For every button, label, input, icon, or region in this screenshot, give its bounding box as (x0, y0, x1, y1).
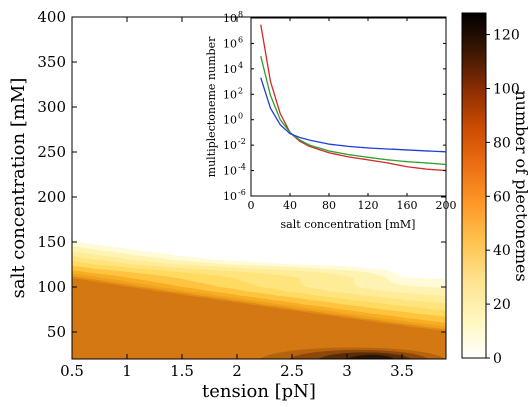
x-tick-label: 0.5 (60, 362, 84, 380)
inset-y-tick-exponent: 0 (238, 112, 243, 121)
colorbar-tick-label: 60 (493, 189, 511, 205)
x-tick-label: 3.5 (390, 362, 414, 380)
inset-y-tick-exponent: -4 (238, 163, 246, 172)
colorbar-tick-label: 80 (493, 135, 511, 151)
x-tick-label: 3 (342, 362, 352, 380)
inset-x-tick-label: 0 (248, 199, 255, 212)
inset-y-tick-label: 10 (223, 37, 237, 50)
colorbar-tick-label: 100 (493, 81, 520, 97)
inset-y-tick-exponent: -6 (238, 188, 246, 197)
x-axis-label: tension [pN] (202, 381, 316, 402)
y-tick-label: 200 (37, 188, 66, 206)
inset-series-line-1 (260, 24, 447, 172)
inset-y-tick-exponent: 4 (238, 61, 243, 70)
inset-plot: 0 40 80 120 160 200 10 -610 -410 -210 010 210 410 61… (205, 10, 457, 231)
inset-x-tick-label: 160 (397, 199, 418, 212)
x-tick-label: 2.5 (280, 362, 304, 380)
inset-y-tick-label: 10 (223, 190, 237, 203)
inset-y-tick-label: 10 (223, 88, 237, 101)
inset-y-tick-exponent: -2 (238, 137, 246, 146)
colorbar-label: number of plectonemes (512, 90, 528, 281)
colorbar-tick-label: 20 (493, 297, 511, 313)
colorbar-tick-label: 120 (493, 28, 520, 44)
y-tick-label: 100 (37, 278, 66, 296)
inset-y-tick-label: 10 (223, 63, 237, 76)
inset-frame (250, 17, 447, 197)
inset-series-line-2 (260, 55, 447, 166)
inset-x-tick-label: 120 (358, 199, 379, 212)
inset-x-tick-label: 200 (436, 199, 457, 212)
contour-fills (72, 17, 446, 359)
x-tick-label: 2 (232, 362, 242, 380)
inset-y-axis-label: multiplectoneme number (205, 36, 218, 177)
x-tick-label: 1.5 (170, 362, 194, 380)
y-tick-label: 350 (37, 53, 66, 71)
inset-y-tick-label: 10 (223, 139, 237, 152)
y-tick-label: 250 (37, 143, 66, 161)
inset-x-tick-label: 40 (283, 199, 297, 212)
colorbar-ticks: 0 20 40 60 80 100 120 (486, 28, 520, 367)
colorbar-gradient (461, 12, 487, 359)
y-tick-label: 150 (37, 233, 66, 251)
x-tick-label: 1 (122, 362, 132, 380)
colorbar-tick-label: 0 (493, 351, 502, 367)
inset-x-tick-label: 80 (322, 199, 336, 212)
inset-x-axis-label: salt concentration [mM] (281, 218, 416, 231)
y-axis-label: salt concentration [mM] (8, 78, 29, 299)
heatmap-plot: 0.5 1 1.5 2 2.5 3 3.5 50100150200250300350400 … (8, 8, 447, 402)
inset-y-tick-label: 10 (223, 12, 237, 25)
inset-x-axis-ticks: 0 40 80 120 160 200 (248, 18, 457, 212)
y-tick-label: 400 (37, 8, 66, 26)
inset-y-tick-exponent: 2 (238, 86, 243, 95)
inset-series (260, 24, 447, 172)
inset-y-tick-label: 10 (223, 114, 237, 127)
inset-background (251, 18, 446, 196)
y-tick-label: 300 (37, 98, 66, 116)
colorbar-tick-label: 40 (493, 243, 511, 259)
inset-y-tick-exponent: 6 (238, 35, 243, 44)
colorbar: 0 20 40 60 80 100 120 number of plectonemes (461, 12, 528, 367)
inset-y-tick-exponent: 8 (238, 10, 243, 19)
inset-series-line-3 (260, 77, 447, 153)
y-tick-label: 50 (47, 323, 66, 341)
contour-level-10 (72, 278, 446, 359)
inset-y-tick-label: 10 (223, 165, 237, 178)
dark-band-4 (347, 354, 395, 359)
